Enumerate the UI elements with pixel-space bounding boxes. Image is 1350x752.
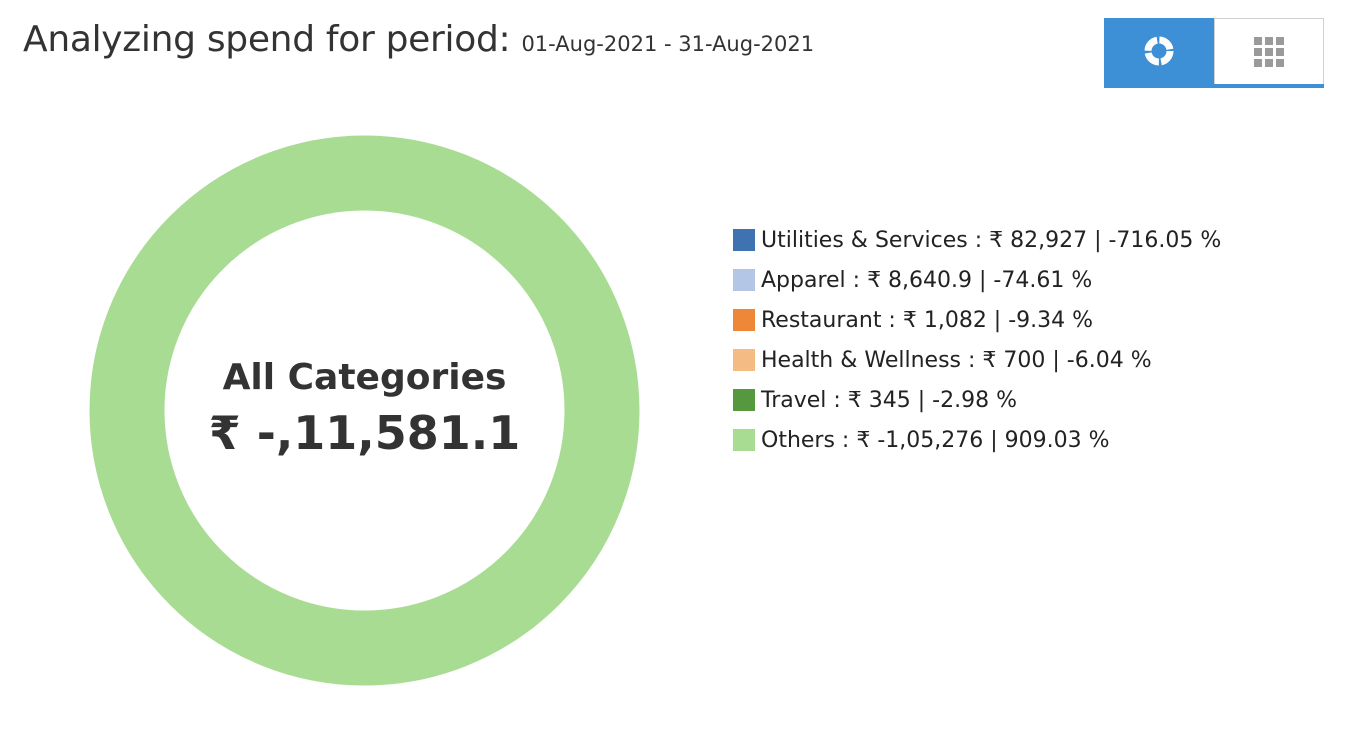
legend-label: Apparel : ₹ 8,640.9 | -74.61 % [761, 267, 1093, 293]
legend-item-utilities[interactable]: Utilities & Services : ₹ 82,927 | -716.0… [733, 220, 1221, 260]
donut-view-button[interactable] [1104, 18, 1214, 84]
legend-swatch [733, 349, 755, 371]
legend-label: Health & Wellness : ₹ 700 | -6.04 % [761, 347, 1152, 373]
legend-swatch [733, 269, 755, 291]
legend-label: Travel : ₹ 345 | -2.98 % [761, 387, 1017, 413]
legend-item-apparel[interactable]: Apparel : ₹ 8,640.9 | -74.61 % [733, 260, 1221, 300]
legend-swatch [733, 229, 755, 251]
legend-item-travel[interactable]: Travel : ₹ 345 | -2.98 % [733, 380, 1221, 420]
legend-item-others[interactable]: Others : ₹ -1,05,276 | 909.03 % [733, 420, 1221, 460]
donut-chart-svg [89, 135, 640, 686]
legend-item-restaurant[interactable]: Restaurant : ₹ 1,082 | -9.34 % [733, 300, 1221, 340]
grid-view-button[interactable] [1214, 18, 1324, 84]
page-title-text: Analyzing spend for period: [23, 19, 511, 60]
donut-chart [89, 135, 640, 686]
legend-label: Restaurant : ₹ 1,082 | -9.34 % [761, 307, 1094, 333]
donut-slice-others[interactable] [89, 135, 640, 686]
grid-icon [1254, 36, 1284, 67]
page-title: Analyzing spend for period: 01-Aug-2021 … [23, 22, 814, 58]
chart-legend: Utilities & Services : ₹ 82,927 | -716.0… [733, 220, 1221, 460]
period-range: 01-Aug-2021 - 31-Aug-2021 [521, 32, 815, 56]
legend-item-health-wellness[interactable]: Health & Wellness : ₹ 700 | -6.04 % [733, 340, 1221, 380]
legend-swatch [733, 389, 755, 411]
legend-label: Others : ₹ -1,05,276 | 909.03 % [761, 427, 1110, 453]
legend-label: Utilities & Services : ₹ 82,927 | -716.0… [761, 227, 1222, 253]
legend-swatch [733, 429, 755, 451]
donut-chart-icon [1144, 36, 1174, 66]
view-toggle [1104, 18, 1324, 88]
legend-swatch [733, 309, 755, 331]
